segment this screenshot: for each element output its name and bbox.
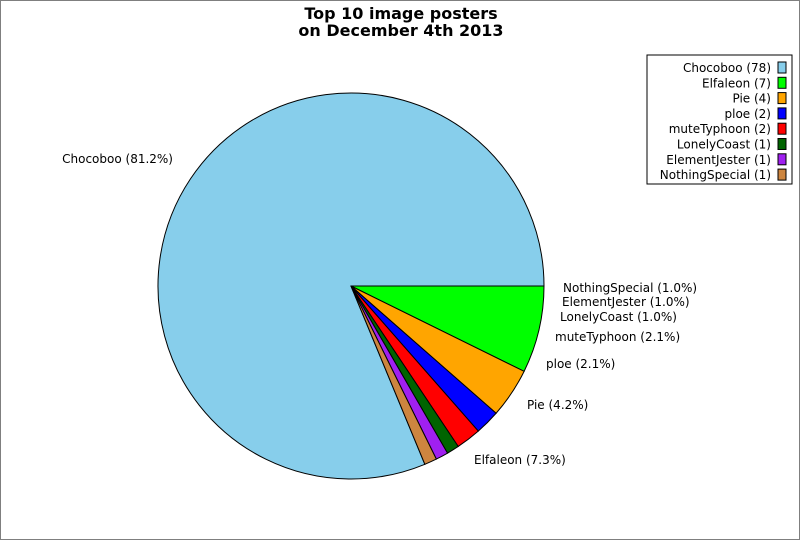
slice-label-nothingspecial: NothingSpecial (1.0%): [563, 281, 697, 295]
legend-label-pie: Pie (4): [732, 92, 771, 106]
legend-label-nothingspecial: NothingSpecial (1): [660, 168, 771, 182]
pie-slices: [157, 92, 545, 480]
slice-label-elfaleon: Elfaleon (7.3%): [474, 453, 566, 467]
legend-label-lonelycoast: LonelyCoast (1): [677, 138, 771, 152]
legend-swatch-elementjester: [777, 153, 787, 166]
legend-swatch-pie: [777, 92, 787, 105]
slice-label-pie: Pie (4.2%): [527, 398, 588, 412]
slice-label-elementjester: ElementJester (1.0%): [562, 295, 690, 309]
legend-swatch-chocoboo: [777, 61, 787, 74]
slice-label-lonelycoast: LonelyCoast (1.0%): [560, 310, 677, 324]
legend-swatch-ploe: [777, 107, 787, 120]
chart-title-line-2: on December 4th 2013: [298, 21, 503, 40]
chart-title-line-1: Top 10 image posters: [304, 4, 497, 23]
slice-labels: Chocoboo (81.2%) Elfaleon (7.3%) Pie (4.2%…: [62, 152, 697, 467]
legend-swatch-nothingspecial: [777, 168, 787, 181]
legend-label-ploe: ploe (2): [725, 107, 772, 121]
slice-label-ploe: ploe (2.1%): [546, 357, 615, 371]
slice-label-chocoboo: Chocoboo (81.2%): [62, 152, 173, 166]
legend-box: [646, 54, 793, 185]
legend-label-mutetyphoon: muteTyphoon (2): [669, 122, 771, 136]
pie-slice-nothingspecial: [350, 285, 438, 465]
legend-label-chocoboo: Chocoboo (78): [683, 61, 771, 75]
legend-swatch-elfaleon: [777, 76, 787, 89]
legend: Chocoboo (78)Elfaleon (7) Pie (4)ploe (2)…: [646, 54, 793, 185]
slice-label-mutetyphoon: muteTyphoon (2.1%): [555, 330, 680, 344]
legend-label-elementjester: ElementJester (1): [666, 153, 771, 167]
legend-swatch-mutetyphoon: [777, 122, 787, 135]
legend-label-elfaleon: Elfaleon (7): [702, 76, 771, 90]
legend-swatch-lonelycoast: [777, 138, 787, 150]
